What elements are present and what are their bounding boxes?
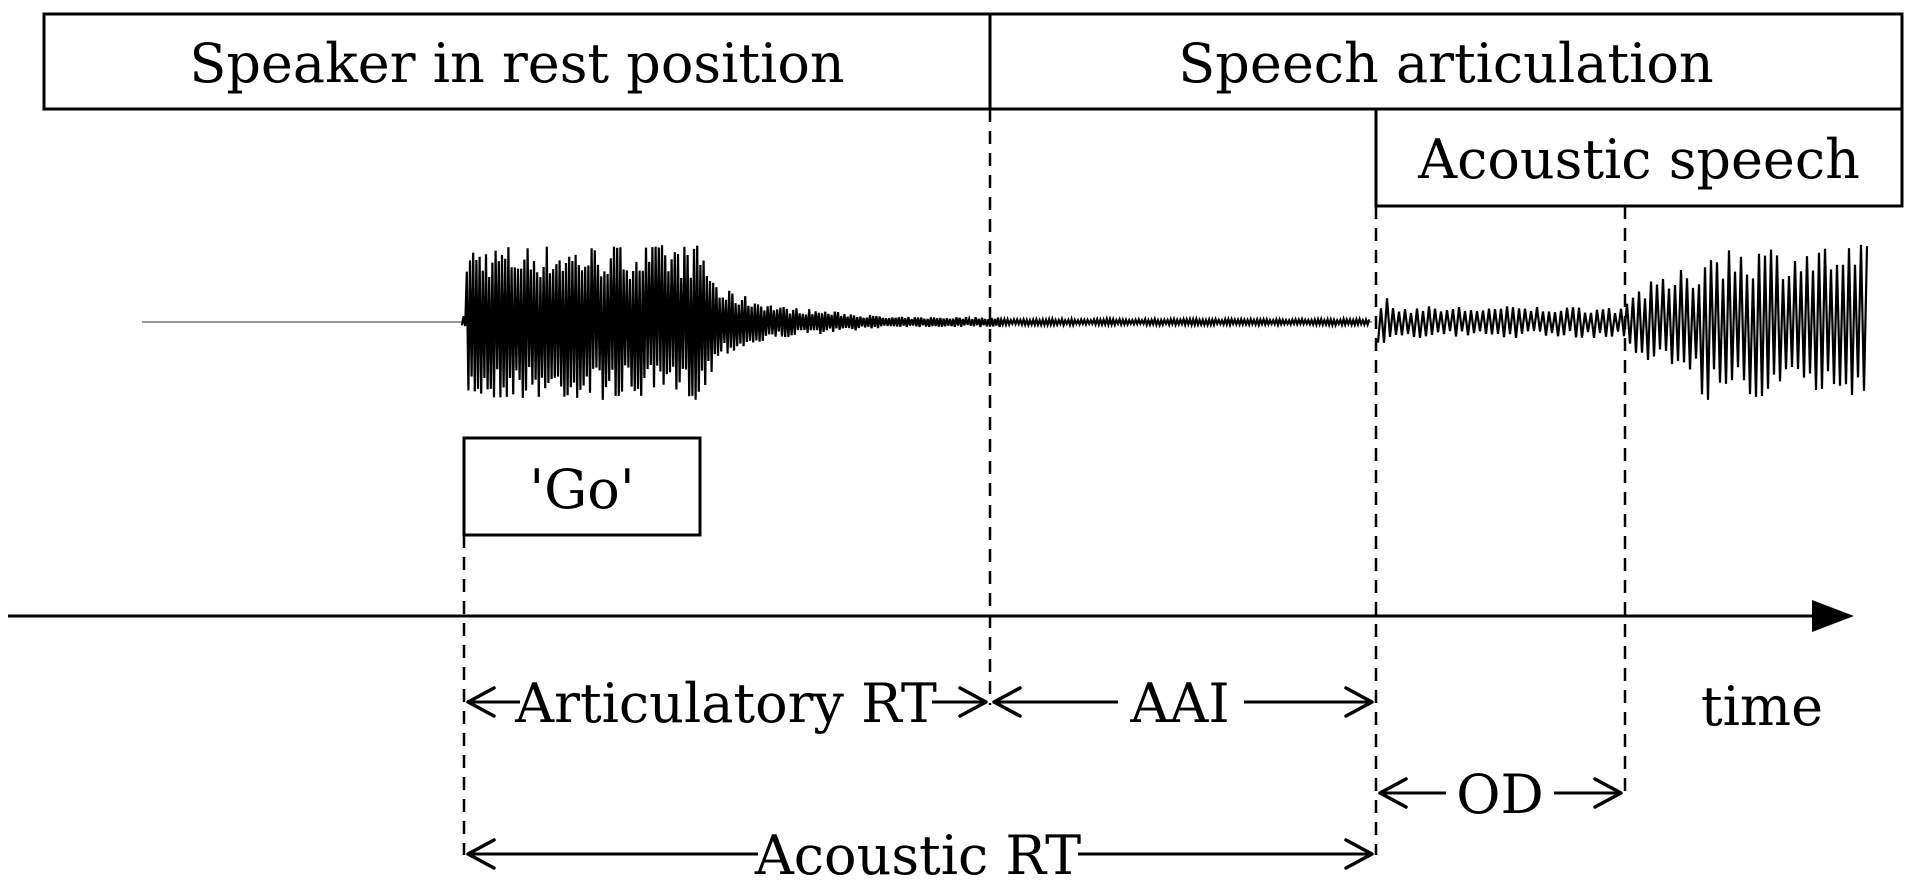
acoustic-rt-right-arrowhead: [1344, 838, 1374, 870]
aai-label: AAI: [1129, 672, 1229, 735]
rest-position-label: Speaker in rest position: [189, 32, 844, 95]
time-axis-arrowhead: [1812, 600, 1854, 632]
time-axis: time: [8, 600, 1854, 738]
articulatory-rt-label: Articulatory RT: [514, 672, 937, 735]
phase-boxes: Speaker in rest position Speech articula…: [42, 12, 1904, 208]
acoustic-speech-label: Acoustic speech: [1417, 128, 1860, 191]
speech-articulation-box: [988, 12, 1904, 111]
aai-right-arrowhead: [1344, 686, 1374, 718]
event-markers: [462, 109, 1627, 855]
acoustic-rt-interval: Acoustic RT: [466, 824, 1374, 887]
od-interval: OD: [1378, 763, 1623, 826]
aai-interval: AAI: [992, 672, 1374, 735]
go-box: [462, 436, 702, 537]
waveform: [142, 244, 1869, 400]
speech-articulation-label: Speech articulation: [1178, 32, 1713, 95]
acoustic-speech-box: [1374, 107, 1904, 208]
go-signal-waveform: [460, 245, 1371, 400]
time-label: time: [1701, 675, 1823, 738]
go-label: 'Go': [529, 458, 634, 521]
od-label: OD: [1456, 763, 1544, 826]
speech-signal-waveform: [1376, 244, 1869, 400]
articulatory-rt-interval: Articulatory RT: [466, 672, 988, 735]
od-right-arrowhead: [1593, 777, 1623, 809]
rest-position-box: [42, 12, 992, 111]
acoustic-rt-label: Acoustic RT: [754, 824, 1081, 887]
articulatory-rt-right-arrowhead: [958, 686, 988, 718]
